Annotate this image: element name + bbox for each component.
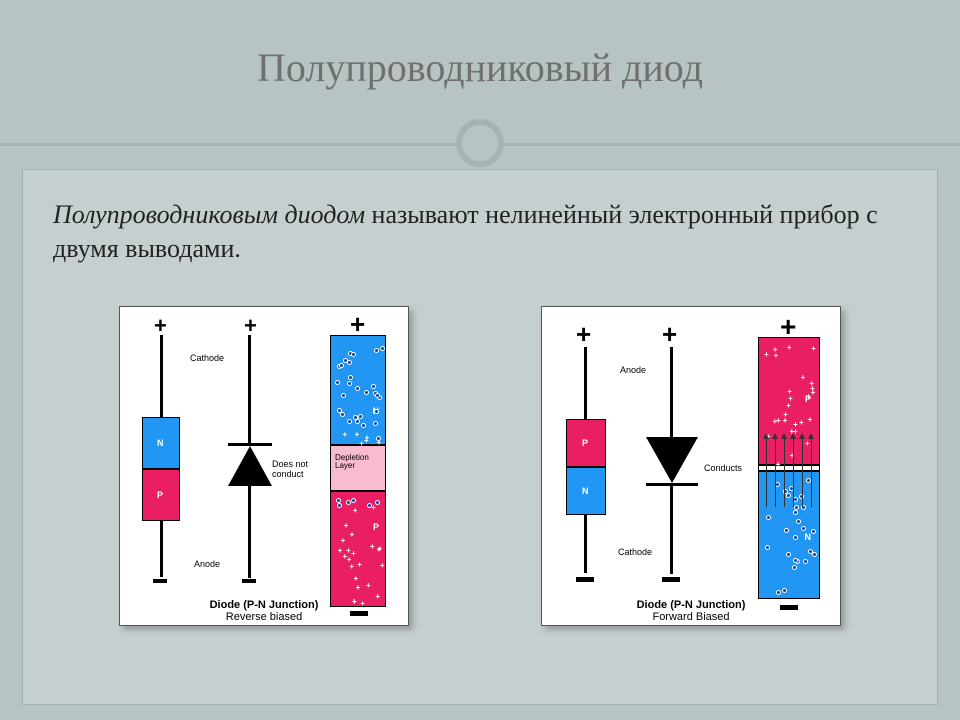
diode-triangle-icon (228, 446, 272, 486)
n-label: N (157, 438, 164, 448)
minus-icon (242, 579, 256, 583)
junction-column: N Depletion Layer P ++++++++++++++++++++… (330, 335, 386, 607)
plus-icon: + (576, 319, 591, 350)
n-label: N (805, 532, 812, 542)
caption-main: Diode (P-N Junction) (637, 599, 746, 611)
p-label: P (373, 522, 379, 532)
cathode-label: Cathode (618, 547, 652, 557)
title-divider (0, 119, 960, 169)
wire (160, 521, 163, 577)
content-box: Полупроводниковым диодом называют нелине… (22, 169, 938, 705)
wire (584, 347, 587, 419)
p-label: P (582, 438, 588, 448)
diagram-forward-biased: + + + P N Anode Conducts (541, 306, 841, 626)
conduct-label: Does not conduct (272, 459, 322, 479)
slide: Полупроводниковый диод Полупроводниковым… (0, 0, 960, 720)
p-block: P (566, 419, 606, 467)
wire (248, 335, 251, 443)
depletion-label: Depletion Layer (335, 454, 385, 472)
definition-text: Полупроводниковым диодом называют нелине… (53, 198, 907, 266)
minus-icon (662, 577, 680, 582)
wire (584, 515, 587, 573)
caption-sub: Reverse biased (120, 611, 408, 623)
divider-ring-icon (456, 119, 504, 167)
p-label: P (157, 490, 163, 500)
definition-term: Полупроводниковым диодом (53, 200, 365, 229)
n-block: N (142, 417, 180, 469)
plus-icon: + (662, 319, 677, 350)
cathode-label: Cathode (190, 353, 224, 363)
depletion-segment: Depletion Layer (330, 445, 386, 491)
p-block: P (142, 469, 180, 521)
anode-label: Anode (194, 559, 220, 569)
wire (670, 486, 673, 574)
minus-icon (576, 577, 594, 582)
diagrams-row: + + + N P Cathode Does not co (53, 306, 907, 626)
caption-forward: Diode (P-N Junction) Forward Biased (542, 599, 840, 623)
n-block: N (566, 467, 606, 515)
wire (160, 335, 163, 417)
caption-reverse: Diode (P-N Junction) Reverse biased (120, 599, 408, 623)
minus-icon (153, 579, 167, 583)
caption-sub: Forward Biased (542, 611, 840, 623)
wire (670, 347, 673, 437)
anode-label: Anode (620, 365, 646, 375)
caption-main: Diode (P-N Junction) (210, 599, 319, 611)
diode-triangle-icon (646, 437, 698, 483)
wire (248, 486, 251, 578)
conduct-label: Conducts (704, 463, 742, 473)
n-label: N (582, 486, 589, 496)
junction-column: P N ++++++++++++++++++++++++++ (758, 337, 820, 599)
diagram-reverse-biased: + + + N P Cathode Does not co (119, 306, 409, 626)
slide-title: Полупроводниковый диод (0, 0, 960, 91)
